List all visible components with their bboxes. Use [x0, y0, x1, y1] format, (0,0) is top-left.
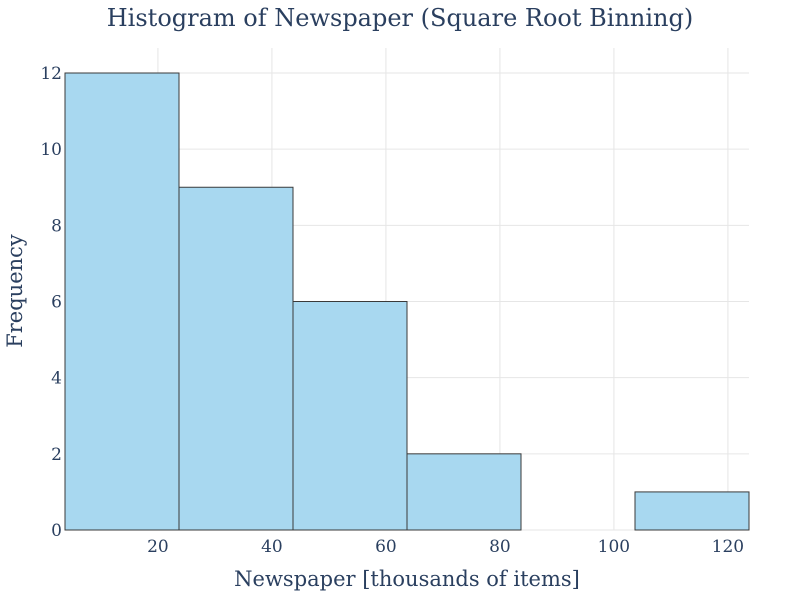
- histogram-bar: [634, 491, 750, 531]
- x-tick-label: 100: [598, 537, 630, 557]
- histogram-bar: [292, 301, 408, 531]
- y-tick-label: 12: [40, 64, 62, 84]
- histogram-bar: [178, 186, 294, 531]
- x-tick-label: 20: [147, 537, 169, 557]
- y-tick-label: 4: [51, 369, 62, 389]
- histogram-bar: [64, 72, 180, 531]
- chart-title: Histogram of Newspaper (Square Root Binn…: [107, 4, 693, 32]
- x-tick-label: 60: [375, 537, 397, 557]
- histogram-bar: [406, 453, 522, 531]
- y-tick-label: 0: [51, 521, 62, 541]
- y-tick-label: 2: [51, 445, 62, 465]
- x-tick-label: 80: [489, 537, 511, 557]
- x-tick-label: 120: [712, 537, 744, 557]
- y-tick-label: 10: [40, 140, 62, 160]
- histogram-bars: [64, 72, 750, 531]
- y-tick-label: 8: [51, 216, 62, 236]
- x-axis-title: Newspaper [thousands of items]: [234, 567, 580, 591]
- y-axis-title: Frequency: [3, 234, 27, 348]
- axis-ticks: 20 40 60 80 100 120 0 2 4 6 8 10 12: [40, 64, 744, 557]
- x-tick-label: 40: [261, 537, 283, 557]
- y-tick-label: 6: [51, 293, 62, 313]
